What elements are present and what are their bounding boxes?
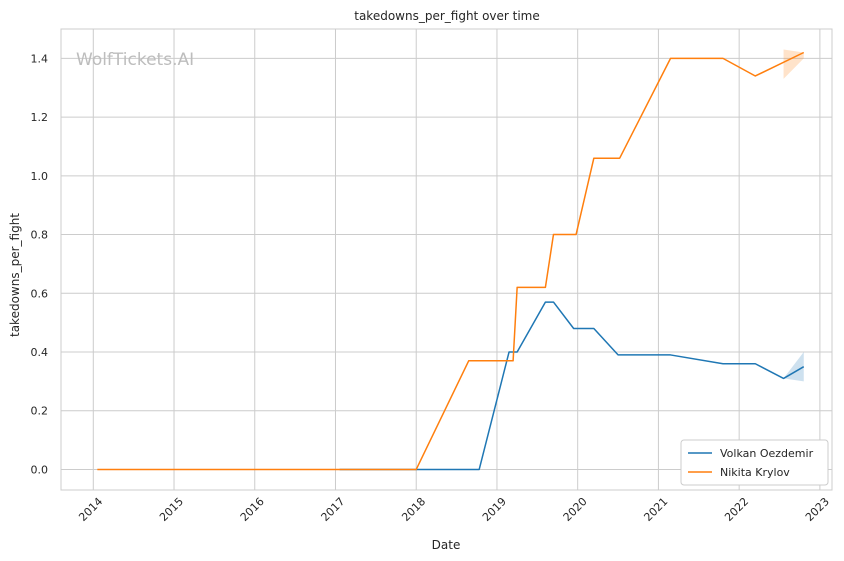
x-tick-label-2016: 2016	[238, 495, 267, 524]
confidence-bands	[783, 49, 804, 382]
x-tick-label-2022: 2022	[722, 495, 751, 524]
x-axis-label: Date	[432, 538, 461, 552]
y-tick-label-1.0: 1.0	[31, 170, 49, 183]
x-tick-label-2021: 2021	[641, 495, 670, 524]
y-tick-label-1.2: 1.2	[31, 111, 49, 124]
legend-label-nikita-krylov: Nikita Krylov	[720, 466, 790, 479]
x-tick-label-2015: 2015	[157, 495, 186, 524]
y-tick-label-0.0: 0.0	[31, 463, 49, 476]
series-line-nikita-krylov	[97, 51, 805, 471]
legend-box	[680, 439, 829, 486]
x-tick-label-2014: 2014	[76, 495, 105, 524]
x-tick-label-2018: 2018	[399, 495, 428, 524]
x-tick-label-2020: 2020	[561, 495, 590, 524]
series-line-volkan-oezdemir	[339, 301, 805, 471]
y-tick-label-0.4: 0.4	[31, 346, 49, 359]
y-tick-label-0.2: 0.2	[31, 405, 49, 418]
chart-title: takedowns_per_fight over time	[354, 9, 540, 23]
watermark-text: WolfTickets.AI	[76, 50, 194, 70]
y-tick-label-0.6: 0.6	[31, 287, 49, 300]
y-tick-label-1.4: 1.4	[31, 52, 49, 65]
plot-area	[60, 28, 833, 491]
y-tick-labels: 0.0 0.2 0.4 0.6 0.8 1.0 1.2 1.4	[31, 52, 49, 476]
series-lines	[97, 51, 805, 471]
y-tick-label-0.8: 0.8	[31, 229, 49, 242]
x-tick-labels: 2014 2015 2016 2017 2018 2019 2020 2021 2022 2023	[76, 495, 832, 524]
legend: Volkan Oezdemir Nikita Krylov	[680, 439, 829, 486]
y-axis-label: takedowns_per_fight	[8, 213, 22, 337]
x-tick-label-2017: 2017	[319, 495, 348, 524]
band-nikita-krylov	[783, 49, 804, 79]
band-volkan-oezdemir	[783, 351, 804, 382]
x-tick-label-2023: 2023	[803, 495, 832, 524]
x-tick-label-2019: 2019	[480, 495, 509, 524]
legend-label-volkan-oezdemir: Volkan Oezdemir	[720, 447, 814, 460]
